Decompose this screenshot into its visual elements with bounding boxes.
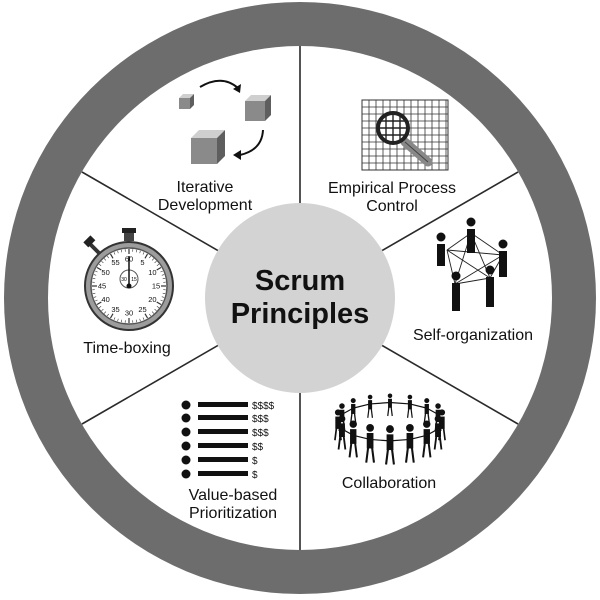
dial-number: 20 xyxy=(148,295,156,304)
dollar-2: $$$ xyxy=(252,414,269,425)
dollar-3: $$$ xyxy=(252,428,269,439)
dial-number: 15 xyxy=(152,282,160,291)
dial-number: 30 xyxy=(125,309,133,318)
label-timebox: Time-boxing xyxy=(83,340,170,357)
dollar-1: $$$$ xyxy=(252,401,275,412)
subdial-30: 30 xyxy=(121,277,127,283)
dial-number: 10 xyxy=(148,268,156,277)
dial-number: 40 xyxy=(101,295,109,304)
center-title-line2: Principles xyxy=(231,298,370,330)
dollar-4: $$ xyxy=(252,442,264,453)
label-selforg: Self-organization xyxy=(413,327,533,344)
label-empirical-line2: Control xyxy=(366,198,418,215)
label-value-line1: Value-based xyxy=(189,487,278,504)
label-value-line2: Prioritization xyxy=(189,505,277,522)
label-empirical-line1: Empirical Process xyxy=(328,180,456,197)
priority-list-icon: $$$$ $$$ $$$ $$ $ $ xyxy=(181,400,275,481)
dollar-6: $ xyxy=(252,470,258,481)
center-title-line1: Scrum xyxy=(255,265,345,297)
label-iterative-line2: Development xyxy=(158,197,253,214)
magnifier-grid-icon xyxy=(361,99,449,171)
iterative-cubes-icon xyxy=(179,79,271,164)
dial-number: 50 xyxy=(101,268,109,277)
subdial-15: 15 xyxy=(131,277,137,283)
circle-of-people-icon xyxy=(334,393,446,465)
dial-number: 5 xyxy=(140,258,144,267)
label-iterative-line1: Iterative xyxy=(177,179,234,196)
label-collab: Collaboration xyxy=(342,475,436,492)
dial-number: 25 xyxy=(138,305,146,314)
center-hub xyxy=(205,203,395,393)
dial-number: 45 xyxy=(98,282,106,291)
dial-number: 55 xyxy=(111,258,119,267)
dial-number: 35 xyxy=(111,305,119,314)
stopwatch-icon: 60510152025303540455055 30 15 xyxy=(83,228,174,331)
dollar-5: $ xyxy=(252,456,258,467)
network-people-icon xyxy=(436,217,508,311)
